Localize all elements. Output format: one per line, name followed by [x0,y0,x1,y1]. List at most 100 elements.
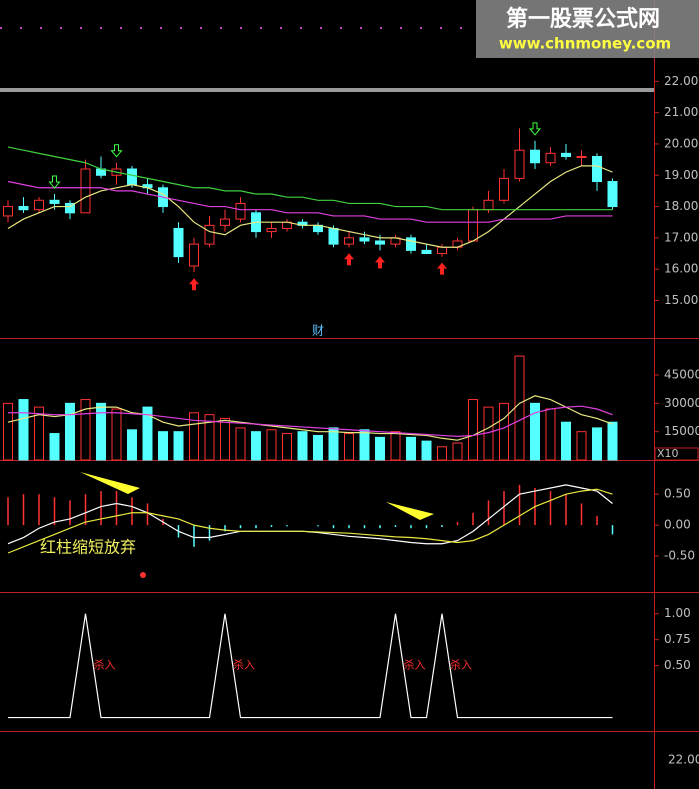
y-tick-label: 30000 [664,396,699,410]
candle-body [607,181,618,208]
volume-bar [514,355,525,461]
candle-body [406,237,416,251]
y-tick-label: 1.00 [664,606,691,620]
candle-body [220,218,230,226]
y-tick-label: 15000 [664,424,699,438]
ma-line [7,180,613,223]
y-tick-label: 18.00 [664,199,698,213]
y-tick-label: 15.00 [664,293,698,307]
signal-line [8,613,613,719]
volume-bar [111,408,122,461]
volume-bar [49,433,60,461]
volume-bar [390,431,401,461]
y-tick-label: 16.00 [664,262,698,276]
volume-bar [499,402,509,461]
candle-body [359,237,370,242]
y-tick-label: 0.50 [664,487,691,501]
buy-arrow [437,262,447,275]
unit-box [654,447,699,461]
candle-body [65,202,75,214]
volume-bar [328,427,339,461]
volume-bar [65,402,75,461]
volume-bar [437,446,447,461]
volume-bar [220,417,230,461]
volume-bar [266,429,277,461]
y-tick-label: 22.00 [664,74,698,88]
y-tick-label: -0.50 [664,549,695,563]
candle-body [235,202,246,220]
annotation: 红柱缩短放弃 [40,538,136,557]
annotation-arrow [80,472,140,494]
candle-body [437,246,447,254]
dot [140,572,146,578]
candle-body [421,249,432,255]
candle-body [18,206,29,211]
candle-body [545,152,556,164]
volume-bar [127,429,137,461]
volume-bar [34,406,44,461]
y-tick-label: 21.00 [664,105,698,119]
volume-bar [297,431,308,461]
volume-bar [204,414,215,461]
y-tick-label: 0.00 [664,518,691,532]
buy-arrow [375,256,385,269]
signal-label: 杀入 [233,658,255,672]
volume-bar [235,427,246,461]
sell-arrow [110,144,123,158]
volume-bar [96,402,106,461]
candle-body [344,237,354,245]
watermark-url: www.chnmoney.com [499,35,671,53]
ma-line [7,146,613,211]
y-tick-label: 19.00 [664,168,698,182]
volume-ma-line [8,405,613,437]
candle-body [530,149,540,164]
signal-label: 杀入 [94,658,116,672]
volume-ma-line [7,395,613,441]
volume-bar [344,433,354,461]
volume-bar [3,402,13,461]
volume-bar [313,434,323,461]
volume-bar [530,402,540,461]
y-tick-label: 20.00 [664,136,698,150]
volume-bar [189,412,199,461]
candle-body [173,227,184,258]
volume-bar [158,431,168,461]
annotation-arrow [386,502,434,520]
candle-body [514,149,525,179]
marker-label: 财 [312,324,324,338]
watermark-title: 第一股票公式网 [506,6,660,32]
signal-label: 杀入 [404,658,426,672]
y-tick-label: 22.00 [668,753,699,767]
candle-body [592,155,602,183]
candle-body [80,168,91,214]
y-tick-label: 0.75 [664,632,691,646]
volume-bar [421,440,432,461]
y-tick-label: 17.00 [664,230,698,244]
volume-bar [359,429,370,461]
y-tick-label: 45000 [664,368,699,382]
candle-body [561,152,571,157]
volume-bar [142,406,153,461]
unit-label: X10 [657,447,679,460]
candle-body [483,199,494,211]
y-tick-label: 0.50 [664,658,691,672]
candle-body [34,199,44,211]
volume-bar [607,421,618,461]
volume-bar [173,431,184,461]
candle-body [468,209,478,242]
sell-arrow [48,175,61,189]
candle-body [328,227,339,245]
volume-bar [561,421,571,461]
candle-body [266,227,277,233]
macd-line [7,488,613,554]
volume-bar [452,442,463,461]
volume-bar [468,399,478,461]
volume-bar [545,408,556,461]
sell-arrow [528,122,542,136]
candle-body [375,240,385,245]
candle-body [49,199,60,204]
candle-body [204,224,215,245]
